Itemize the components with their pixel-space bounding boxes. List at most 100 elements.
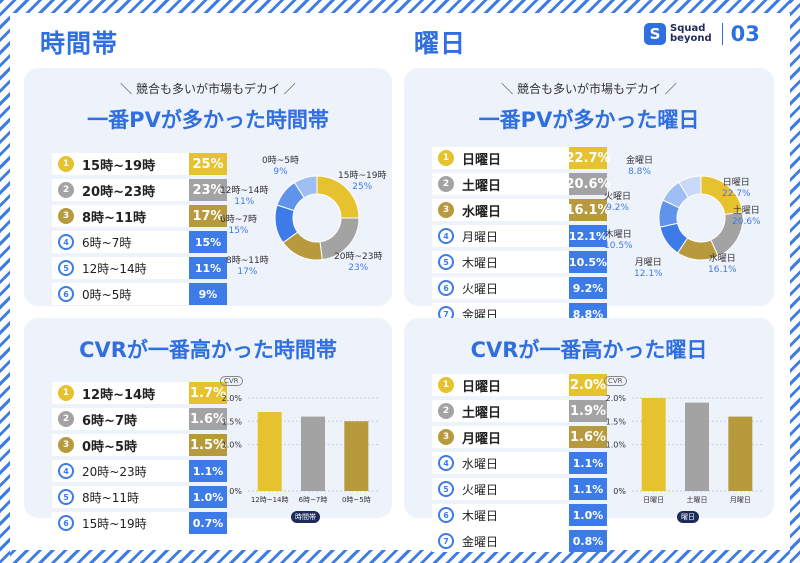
logo-line1: Squad bbox=[670, 23, 706, 34]
bar bbox=[301, 416, 325, 491]
ranking-label-text: 20時~23時 bbox=[82, 184, 156, 200]
badge-icon: 6 bbox=[58, 515, 74, 531]
donut-label: 日曜日 22.7% bbox=[722, 178, 751, 199]
section-title-weekday: 曜日 bbox=[414, 29, 467, 58]
ranking-value: 20.6% bbox=[565, 173, 611, 195]
ranking-label: 4 6時~7時 bbox=[52, 231, 189, 253]
y-tick-label: 0% bbox=[613, 487, 626, 496]
ranking-label-text: 土曜日 bbox=[462, 178, 502, 194]
ranking-label-text: 水曜日 bbox=[462, 456, 499, 471]
x-tick-label: 日曜日 bbox=[643, 496, 664, 504]
border-stripe-bottom bbox=[0, 550, 800, 563]
x-tick-label: 6時~7時 bbox=[299, 496, 328, 504]
ranking-label-text: 8時~11時 bbox=[82, 210, 147, 226]
y-tick-label: 2.0% bbox=[222, 394, 243, 403]
donut-label: 月曜日 12.1% bbox=[634, 258, 663, 279]
ranking-label-text: 6時~7時 bbox=[82, 235, 132, 250]
ranking-label-text: 木曜日 bbox=[462, 508, 499, 523]
ranking-label-text: 水曜日 bbox=[462, 204, 502, 220]
ranking-label-text: 15時~19時 bbox=[82, 158, 156, 174]
panel-pv-time: ＼ 競合も多いが市場もデカイ ／ 一番PVが多かった時間帯 1 15時~19時 25… bbox=[24, 68, 392, 306]
panel-cvr-time: CVRが一番高かった時間帯 1 12時~14時 1.7% 2 6時~7時 1.6% 3 0時~… bbox=[24, 318, 392, 534]
y-tick-label: 1.0% bbox=[606, 441, 627, 450]
ranking-label-text: 8時~11時 bbox=[82, 490, 139, 505]
ranking-label: 3 8時~11時 bbox=[52, 205, 189, 227]
donut-label: 0時~5時 9% bbox=[262, 156, 299, 177]
ranking-row: 6 0時~5時 9% bbox=[52, 283, 227, 305]
ranking-value: 1.6% bbox=[569, 426, 607, 448]
ranking-label-text: 15時~19時 bbox=[82, 516, 147, 531]
medal-icon: 3 bbox=[58, 437, 74, 453]
ranking-value: 9.2% bbox=[569, 277, 607, 299]
ranking-label: 6 火曜日 bbox=[432, 277, 569, 299]
ranking-list: 1 日曜日 22.7% 2 土曜日 20.6% 3 水曜日 16.1% 4 月曜日 12.1% 5 木曜日… bbox=[432, 147, 611, 329]
ranking-row: 5 木曜日 10.5% bbox=[432, 251, 607, 273]
ranking-label-text: 木曜日 bbox=[462, 255, 499, 270]
badge-icon: 7 bbox=[438, 533, 454, 549]
bar bbox=[257, 411, 282, 491]
donut-label: 20時~23時 23% bbox=[334, 252, 383, 273]
medal-icon: 2 bbox=[58, 182, 74, 198]
page-number: 03 bbox=[730, 22, 760, 46]
ranking-row: 1 12時~14時 1.7% bbox=[52, 382, 227, 404]
donut-chart-weekday bbox=[658, 175, 744, 261]
border-stripe-top bbox=[0, 0, 800, 13]
section-title-time: 時間帯 bbox=[40, 29, 119, 58]
ranking-row: 2 20時~23時 23% bbox=[52, 179, 227, 201]
ranking-row: 1 日曜日 2.0% bbox=[432, 374, 607, 396]
logo-divider bbox=[721, 23, 723, 45]
badge-icon: 6 bbox=[438, 507, 454, 523]
ranking-list: 1 12時~14時 1.7% 2 6時~7時 1.6% 3 0時~5時 1.5% 4 20時~23時… bbox=[52, 382, 227, 538]
ranking-row: 6 木曜日 1.0% bbox=[432, 504, 607, 526]
ranking-label: 1 日曜日 bbox=[432, 374, 569, 396]
ranking-label-text: 月曜日 bbox=[462, 431, 502, 447]
ranking-list: 1 日曜日 2.0% 2 土曜日 1.9% 3 月曜日 1.6% 4 水曜日 1.1% 5 火曜日 1.1%… bbox=[432, 374, 607, 556]
y-tick-label: 2.0% bbox=[606, 394, 627, 403]
ranking-value: 9% bbox=[189, 283, 227, 305]
ranking-label: 5 火曜日 bbox=[432, 478, 569, 500]
badge-icon: 5 bbox=[58, 260, 74, 276]
ranking-value: 1.6% bbox=[189, 408, 227, 430]
medal-icon: 2 bbox=[438, 403, 454, 419]
ranking-label-text: 日曜日 bbox=[462, 152, 502, 168]
y-tick-label: 1.0% bbox=[222, 441, 243, 450]
ranking-value: 22.7% bbox=[565, 147, 611, 169]
donut-label: 土曜日 20.6% bbox=[732, 206, 761, 227]
x-axis-label: 曜日 bbox=[677, 511, 699, 523]
ranking-label-text: 20時~23時 bbox=[82, 464, 147, 479]
ranking-row: 3 月曜日 1.6% bbox=[432, 426, 607, 448]
ranking-value: 0.8% bbox=[569, 530, 607, 552]
ranking-value: 1.1% bbox=[569, 478, 607, 500]
x-tick-label: 12時~14時 bbox=[251, 496, 289, 504]
ranking-value: 2.0% bbox=[569, 374, 607, 396]
medal-icon: 3 bbox=[438, 429, 454, 445]
medal-icon: 2 bbox=[58, 411, 74, 427]
donut-label: 火曜日 9.2% bbox=[604, 192, 632, 213]
ranking-label: 6 0時~5時 bbox=[52, 283, 189, 305]
donut-label: 6時~7時 15% bbox=[220, 215, 257, 236]
donut-chart-time bbox=[274, 175, 360, 261]
ranking-list: 1 15時~19時 25% 2 20時~23時 23% 3 8時~11時 17% 4 6時~7時 15… bbox=[52, 153, 227, 309]
donut-label: 15時~19時 25% bbox=[338, 171, 387, 192]
ranking-label-text: 月曜日 bbox=[462, 229, 499, 244]
ranking-row: 5 12時~14時 11% bbox=[52, 257, 227, 279]
border-stripe-right bbox=[790, 0, 800, 563]
panel-pv-weekday: ＼ 競合も多いが市場もデカイ ／ 一番PVが多かった曜日 1 日曜日 22.7% 2 土… bbox=[404, 68, 774, 325]
ranking-label-text: 日曜日 bbox=[462, 379, 502, 395]
y-tick-label: 1.5% bbox=[222, 417, 243, 426]
ranking-label: 1 日曜日 bbox=[432, 147, 569, 169]
x-tick-label: 月曜日 bbox=[730, 496, 751, 504]
ranking-row: 6 15時~19時 0.7% bbox=[52, 512, 227, 534]
ranking-label-text: 金曜日 bbox=[462, 534, 499, 549]
bar bbox=[728, 416, 753, 491]
ranking-row: 5 火曜日 1.1% bbox=[432, 478, 607, 500]
ranking-label-text: 12時~14時 bbox=[82, 261, 147, 276]
badge-icon: 5 bbox=[58, 489, 74, 505]
medal-icon: 1 bbox=[438, 150, 454, 166]
x-axis-label: 時間帯 bbox=[291, 511, 320, 523]
ranking-label-text: 0時~5時 bbox=[82, 287, 132, 302]
panel-cvr-weekday: CVRが一番高かった曜日 1 日曜日 2.0% 2 土曜日 1.9% 3 月曜日 1.6% 4 水曜… bbox=[404, 318, 774, 552]
ranking-label-text: 12時~14時 bbox=[82, 387, 156, 403]
ranking-row: 4 水曜日 1.1% bbox=[432, 452, 607, 474]
badge-icon: 4 bbox=[58, 234, 74, 250]
